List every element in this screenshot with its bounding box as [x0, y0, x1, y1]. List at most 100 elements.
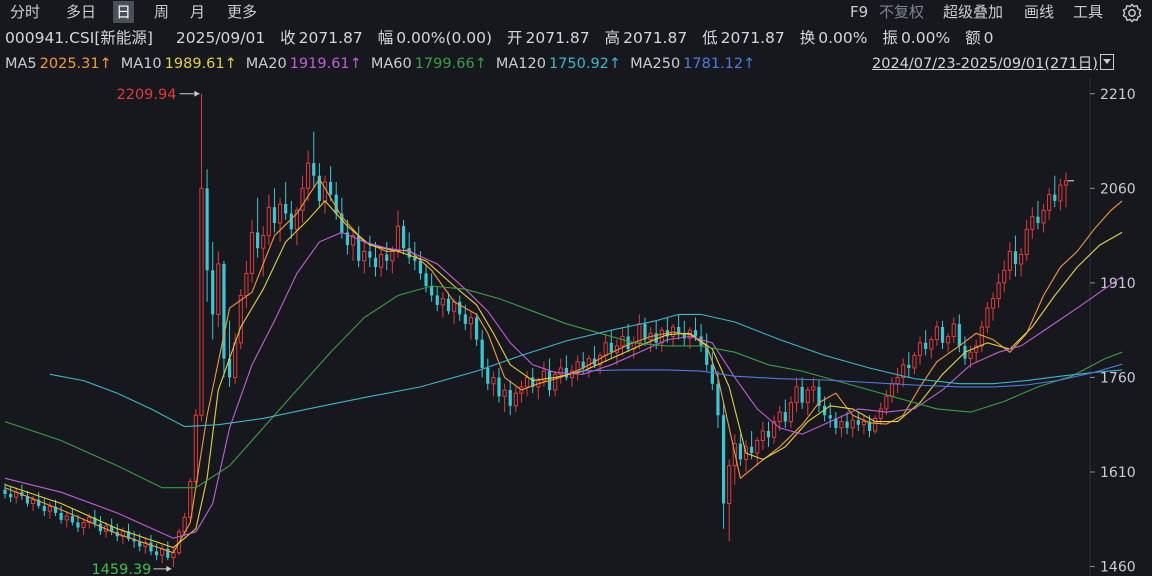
candle-body: [677, 327, 681, 334]
candle-body: [42, 506, 46, 512]
super-overlay-button[interactable]: 超级叠加: [943, 3, 1004, 21]
candle-body: [626, 336, 630, 350]
ma-line-ma5: [4, 177, 1123, 554]
arrow-right-icon: [194, 90, 200, 97]
tab-weekly[interactable]: 周: [154, 3, 170, 21]
candle-body: [312, 163, 316, 176]
candle-body: [979, 326, 984, 347]
candle-body: [524, 376, 530, 388]
candle-body: [1024, 228, 1029, 256]
candle-body: [755, 439, 760, 454]
candle-body: [682, 333, 686, 339]
ma-value: 1781.12: [683, 56, 744, 72]
candle-body: [996, 282, 1001, 300]
candle-body: [424, 273, 428, 287]
candle-body: [277, 203, 283, 224]
candle-body: [345, 232, 350, 246]
date-range-selector[interactable]: 2024/07/23-2025/09/01(271日): [872, 53, 1114, 75]
security-code: 000941.CSI[新能源]: [5, 29, 153, 47]
candle-body: [328, 182, 333, 195]
candle-body: [53, 506, 58, 513]
candle-body: [340, 213, 344, 233]
amount-value: 0: [983, 29, 994, 47]
candle-body: [727, 465, 732, 505]
candle-body: [845, 421, 849, 428]
candle-body: [289, 213, 293, 230]
tab-multi-day[interactable]: 多日: [66, 3, 97, 21]
candle-body: [508, 390, 512, 406]
y-tick-label: 1910: [1100, 276, 1136, 292]
candle-body: [306, 162, 311, 189]
candle-body: [440, 298, 445, 306]
candle-body: [721, 415, 726, 504]
amount-label: 额: [965, 29, 981, 47]
turnover-label: 换: [799, 29, 816, 47]
candle-body: [149, 542, 153, 552]
candle-body: [138, 541, 142, 547]
tab-intraday[interactable]: 分时: [10, 3, 41, 21]
candlestick-chart[interactable]: 1460 1610 1760 1910 2060 2210 2209.94 1459.39: [0, 78, 1152, 576]
amplitude-label: 振: [882, 29, 898, 47]
candle-body: [216, 263, 221, 315]
candle-body: [261, 235, 266, 249]
tab-daily[interactable]: 日: [113, 1, 135, 23]
change-value: 0.00%(0.00): [396, 29, 493, 47]
tools-button[interactable]: 工具: [1073, 3, 1104, 21]
candle-body: [3, 489, 7, 495]
candle-body: [895, 376, 900, 385]
candle-body: [884, 395, 889, 410]
candle-body: [541, 370, 547, 382]
candle-body: [166, 548, 170, 558]
candle-body: [901, 364, 906, 378]
tab-monthly[interactable]: 月: [190, 3, 206, 21]
candle-body: [502, 389, 507, 397]
ma-legend-ma10: MA10 1989.61↑: [121, 56, 237, 72]
candle-body: [917, 342, 923, 356]
close-value: 2071.87: [298, 29, 363, 47]
candle-body: [907, 364, 911, 368]
ma-line-ma250: [577, 363, 1123, 388]
amplitude-value: 0.00%: [900, 29, 951, 47]
candle-body: [205, 188, 209, 271]
high-value: 2071.87: [623, 29, 688, 47]
candle-body: [284, 204, 288, 214]
y-tick-label: 2060: [1100, 181, 1136, 197]
chevron-down-icon[interactable]: [1099, 54, 1114, 70]
candle-body: [839, 421, 844, 429]
open-label: 开: [507, 29, 523, 47]
candle-body: [940, 327, 945, 343]
candle-body: [597, 354, 603, 366]
candle-body: [238, 294, 243, 344]
max-price-label: 2209.94: [117, 87, 177, 103]
candle-body: [1053, 194, 1057, 201]
candle-body: [553, 373, 558, 391]
candle-body: [357, 235, 361, 261]
ma-legend-ma60: MA60 1799.66↑: [371, 56, 487, 72]
candle-body: [480, 339, 484, 368]
up-arrow-icon: ↑: [99, 56, 112, 72]
candle-body: [171, 552, 176, 559]
ma-legend-ma5: MA5 2025.31↑: [5, 56, 112, 72]
high-label: 高: [604, 29, 621, 47]
candle-body: [227, 358, 232, 378]
no-adjust-button[interactable]: 不复权: [879, 3, 925, 21]
candle-body: [244, 272, 249, 296]
f9-button[interactable]: F9: [850, 3, 869, 21]
y-tick-label: 1610: [1100, 465, 1136, 481]
candle-body: [985, 307, 990, 328]
tab-more[interactable]: 更多: [227, 3, 258, 21]
up-arrow-icon: ↑: [349, 56, 362, 72]
candle-body: [834, 418, 838, 428]
ma-line-ma10: [4, 200, 1123, 549]
candle-body: [1007, 250, 1012, 271]
candle-body: [87, 516, 92, 523]
candle-body: [823, 405, 827, 416]
gear-icon[interactable]: [1121, 2, 1143, 24]
draw-line-button[interactable]: 画线: [1024, 3, 1055, 21]
open-value: 2071.87: [525, 29, 590, 47]
ma-legend-ma120: MA120 1750.92↑: [496, 56, 621, 72]
change-label: 幅: [377, 29, 394, 47]
candle-body: [430, 286, 434, 296]
candle-body: [654, 333, 658, 343]
candle-body: [1030, 216, 1035, 230]
